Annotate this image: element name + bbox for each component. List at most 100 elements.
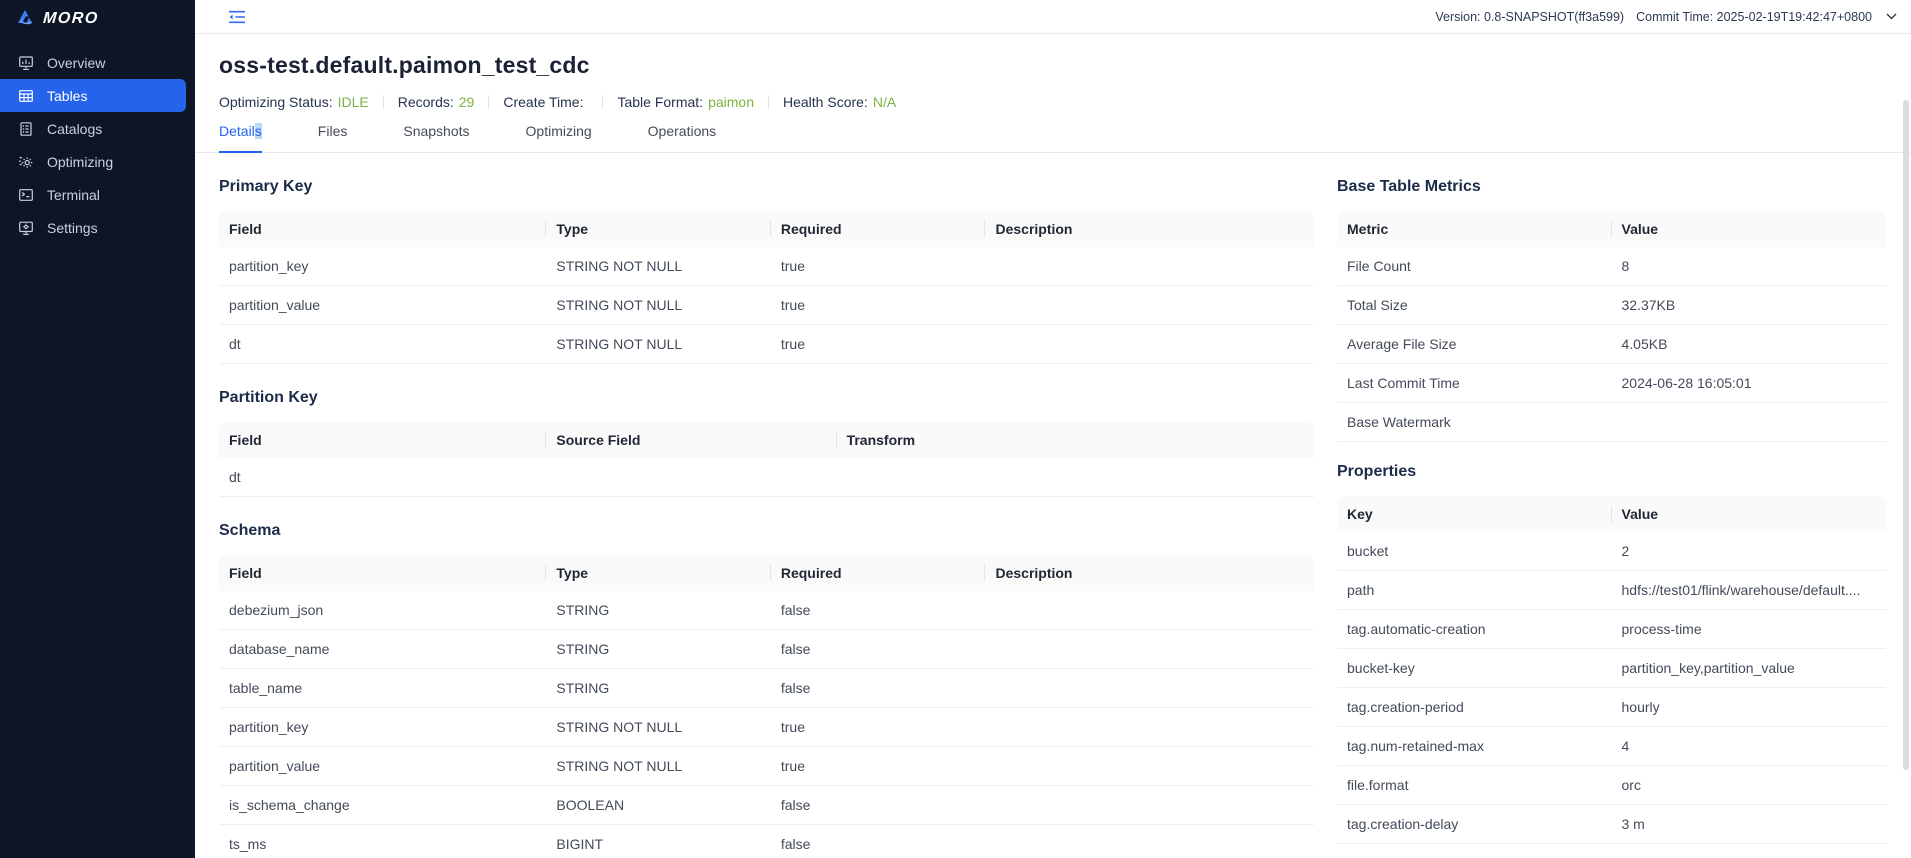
- tab-label-selected-text: s: [254, 123, 262, 139]
- status-table-format: Table Format: paimon: [617, 94, 754, 110]
- primary-key-heading: Primary Key: [219, 178, 313, 195]
- column-header: Field: [219, 221, 546, 237]
- table-cell: STRING NOT NULL: [556, 258, 683, 274]
- optimizing-icon: [18, 154, 34, 170]
- table-cell: STRING: [556, 602, 610, 618]
- table-row: file.format orc: [1337, 766, 1886, 805]
- divider: [602, 95, 604, 109]
- table-row: path hdfs://test01/flink/warehouse/defaul…: [1337, 571, 1886, 610]
- tab-label: Files: [317, 123, 348, 139]
- table-row: ts_ms BIGINT false: [219, 825, 1314, 858]
- status-create-time: Create Time:: [503, 94, 588, 110]
- base-table-metrics-heading: Base Table Metrics: [1337, 178, 1481, 195]
- table-cell: Total Size: [1347, 297, 1408, 313]
- table-row: tag.creation-delay 3 m: [1337, 805, 1886, 844]
- table-cell: 32.37KB: [1621, 297, 1676, 313]
- vertical-scrollbar[interactable]: [1903, 100, 1909, 770]
- table-header-row: Metric Value: [1337, 211, 1886, 247]
- table-cell: false: [780, 641, 811, 657]
- table-row: dt: [219, 458, 1314, 497]
- column-header: Description: [995, 221, 1073, 237]
- settings-icon: [18, 220, 34, 236]
- column-header: Field: [219, 432, 546, 448]
- sidebar-item-terminal[interactable]: Terminal: [0, 178, 195, 211]
- sidebar-item-label: Settings: [47, 219, 98, 236]
- divider: [768, 95, 769, 109]
- table-cell: process-time: [1621, 621, 1702, 637]
- tab-files[interactable]: Files: [318, 123, 348, 152]
- column-header: Value: [1621, 506, 1659, 522]
- sidebar-item-overview[interactable]: Overview: [0, 46, 195, 79]
- table-cell: true: [780, 719, 805, 735]
- table-header-row: Field Source Field Transform: [219, 422, 1314, 458]
- table-cell: 4.05KB: [1621, 336, 1668, 352]
- status-value: 29: [458, 94, 475, 110]
- status-health-score: Health Score: N/A: [783, 94, 896, 110]
- table-row: partition_value STRING NOT NULL true: [219, 747, 1314, 786]
- table-cell: BIGINT: [556, 836, 604, 852]
- table-cell: bucket-key: [1347, 660, 1415, 676]
- table-cell: hourly: [1621, 699, 1660, 715]
- table-cell: is_schema_change: [229, 797, 350, 813]
- sidebar-item-optimizing[interactable]: Optimizing: [0, 145, 195, 178]
- tab-operations[interactable]: Operations: [648, 123, 716, 152]
- table-cell: database_name: [229, 641, 330, 657]
- app-logo[interactable]: MORO: [0, 2, 195, 36]
- table-cell: false: [780, 680, 811, 696]
- status-label: Optimizing Status:: [219, 94, 333, 110]
- sidebar-item-catalogs[interactable]: Catalogs: [0, 112, 195, 145]
- table-cell: partition_key: [229, 719, 309, 735]
- sidebar-item-settings[interactable]: Settings: [0, 211, 195, 244]
- tab-label: Operations: [647, 123, 717, 139]
- version-dropdown[interactable]: Version: 0.8-SNAPSHOT(ff3a599) Commit Ti…: [1435, 10, 1897, 24]
- sidebar-item-label: Optimizing: [47, 153, 114, 170]
- table-header-row: Key Value: [1337, 496, 1886, 532]
- partition-key-table: Field Source Field Transform dt: [219, 422, 1314, 497]
- table-row: tag.creation-period hourly: [1337, 688, 1886, 727]
- status-row: Optimizing Status: IDLE Records: 29 Crea…: [219, 94, 1886, 110]
- table-cell: file.format: [1347, 777, 1409, 793]
- table-cell: dt: [229, 336, 241, 352]
- table-row: dt STRING NOT NULL true: [219, 325, 1314, 364]
- tab-label: Optimizing: [525, 123, 592, 139]
- table-cell: true: [780, 297, 805, 313]
- chevron-down-icon: [1886, 13, 1897, 20]
- divider: [382, 95, 384, 109]
- column-header: Metric: [1337, 221, 1612, 237]
- table-cell: false: [780, 797, 811, 813]
- menu-fold-icon[interactable]: [228, 9, 246, 25]
- table-cell: STRING: [556, 641, 610, 657]
- table-row: bucket-key partition_key,partition_value: [1337, 649, 1886, 688]
- table-row: File Count 8: [1337, 247, 1886, 286]
- table-cell: 4: [1621, 738, 1630, 754]
- brand-text: MORO: [42, 10, 100, 27]
- sidebar-item-label: Overview: [47, 54, 106, 71]
- column-header: Required: [771, 565, 986, 581]
- table-row: partition_key STRING NOT NULL true: [219, 708, 1314, 747]
- table-row: partition_key STRING NOT NULL true: [219, 247, 1314, 286]
- table-cell: debezium_json: [229, 602, 324, 618]
- table-cell: path: [1347, 582, 1375, 598]
- tab-label: Detail: [219, 123, 255, 139]
- table-header-row: Field Type Required Description: [219, 555, 1314, 591]
- primary-key-table: Field Type Required Description partition_ke…: [219, 211, 1314, 364]
- sidebar-item-tables[interactable]: Tables: [0, 79, 186, 112]
- tab-details[interactable]: Details: [219, 123, 262, 153]
- table-cell: 2024-06-28 16:05:01: [1621, 375, 1752, 391]
- table-cell: true: [780, 758, 805, 774]
- table-cell: true: [780, 258, 805, 274]
- table-cell: dt: [229, 469, 241, 485]
- sidebar-item-label: Tables: [47, 87, 88, 104]
- table-cell: partition_key: [229, 258, 309, 274]
- table-row: tag.num-retained-max 4: [1337, 727, 1886, 766]
- column-header: Field: [219, 565, 546, 581]
- tab-snapshots[interactable]: Snapshots: [403, 123, 469, 152]
- tabs-bar: Details Files Snapshots Optimizing Opera…: [195, 123, 1911, 153]
- table-cell: BOOLEAN: [556, 797, 625, 813]
- table-cell: STRING NOT NULL: [556, 758, 683, 774]
- topbar: Version: 0.8-SNAPSHOT(ff3a599) Commit Ti…: [195, 0, 1911, 34]
- divider: [488, 95, 490, 109]
- table-cell: 3 m: [1621, 816, 1645, 832]
- table-cell: STRING NOT NULL: [556, 297, 683, 313]
- tab-optimizing[interactable]: Optimizing: [526, 123, 592, 152]
